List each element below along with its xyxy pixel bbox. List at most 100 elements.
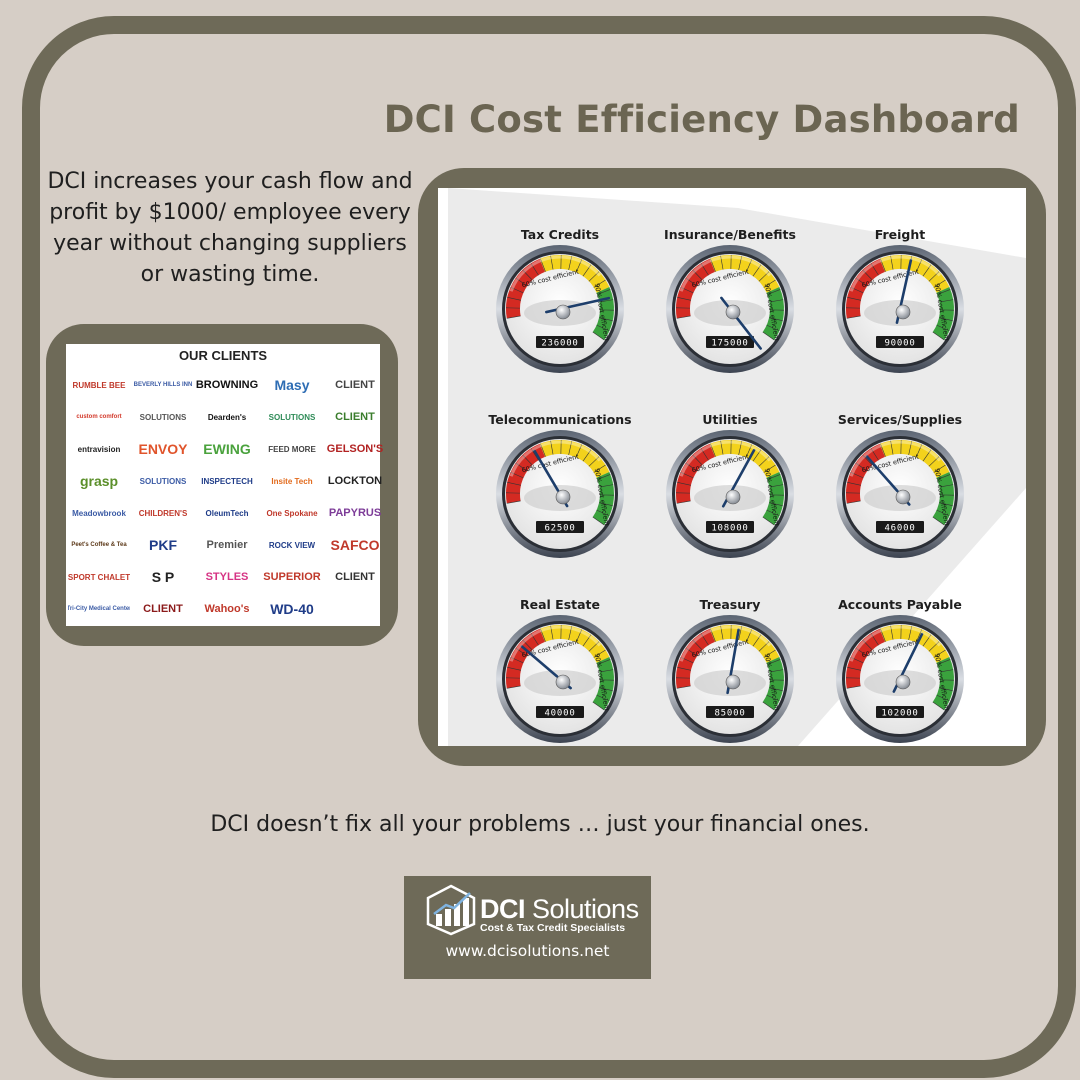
- gauge-tick: [932, 701, 945, 711]
- gauge-tick: [522, 269, 533, 281]
- client-logo: LOCKTON: [327, 474, 383, 487]
- gauge-tick: [767, 659, 781, 665]
- gauge-needle: [730, 448, 756, 492]
- gauge-zone-red: [676, 628, 716, 689]
- gauge-needle: [900, 632, 924, 677]
- gauge-tick: [767, 289, 781, 295]
- gauge-tick: [710, 443, 716, 457]
- gauge-glass: [679, 625, 771, 662]
- gauge-tick: [769, 299, 784, 303]
- gauge-tick: [710, 258, 716, 272]
- gauge-tick: [908, 626, 912, 641]
- gauge-tick: [550, 440, 554, 455]
- gauge-tick: [680, 286, 694, 294]
- gauge-zone-green: [932, 472, 954, 525]
- gauge-zone-yellow: [709, 255, 780, 294]
- gauge-tick: [596, 324, 610, 332]
- client-logo: Dearden's: [207, 412, 247, 422]
- brand-url[interactable]: www.dcisolutions.net: [445, 942, 610, 960]
- gauge-tick: [522, 454, 533, 466]
- client-logo: Tri-City Medical Center: [68, 605, 130, 612]
- gauge-tick: [769, 669, 784, 673]
- gauge-tick: [908, 441, 912, 456]
- gauge-tick: [938, 687, 953, 691]
- client-logo: FEED MORE: [268, 444, 316, 454]
- client-logo: SPORT CHALET: [68, 572, 130, 582]
- client-logo: Meadowbrook: [72, 508, 126, 518]
- gauge-zone-yellow: [879, 440, 950, 479]
- gauge-tick: [676, 315, 691, 319]
- gauge-tick: [597, 659, 611, 665]
- gauge-tick: [933, 464, 946, 473]
- gauge-reading: 236000: [541, 339, 578, 349]
- gauge-tick: [677, 297, 692, 301]
- gauge-tick: [575, 444, 583, 458]
- gauge-tick: [766, 694, 780, 702]
- gauge-label: Accounts Payable: [838, 597, 962, 612]
- gauge-hub: [895, 489, 911, 505]
- dci-logo-icon: [426, 884, 476, 936]
- gauge-needle: [731, 310, 762, 350]
- gauge-tick: [596, 509, 610, 517]
- client-logo: CLIENT: [143, 602, 183, 615]
- gauge-zone-green: [592, 472, 614, 525]
- gauge-tick: [530, 263, 539, 276]
- gauge-tick: [515, 277, 528, 287]
- dashboard-card: Tax Credits 60% cost efficient 90% cost ef…: [418, 168, 1046, 766]
- gauge-zone-red: [846, 258, 886, 319]
- gauge-tick: [568, 441, 572, 456]
- client-logo: Peet's Coffee & Tea: [71, 541, 127, 548]
- gauge-tick: [939, 299, 954, 303]
- gauge-label: Insurance/Benefits: [664, 227, 796, 242]
- gauge-tick: [752, 634, 762, 647]
- client-logo: Wahoo's: [204, 602, 250, 615]
- gauge-tick: [599, 299, 614, 303]
- gauge-tick: [880, 258, 886, 272]
- client-logo: CLIENT: [335, 378, 375, 391]
- clients-panel: OUR CLIENTS RUMBLE BEE BEVERLY HILLS INN B…: [66, 344, 383, 626]
- gauge-tick: [846, 315, 861, 319]
- brand-block[interactable]: DCI Solutions Cost & Tax Credit Speciali…: [404, 876, 651, 979]
- gauge-tick: [890, 625, 894, 640]
- gauge-tick: [680, 471, 694, 479]
- gauge-tick: [582, 264, 592, 277]
- gauge-tick: [720, 625, 724, 640]
- gauge-tick: [530, 633, 539, 646]
- client-logo: EWING: [203, 440, 251, 457]
- gauge-tick: [597, 289, 611, 295]
- gauge-glass: [679, 255, 771, 292]
- gauge-label: Utilities: [702, 412, 757, 427]
- gauge-tick: [933, 279, 946, 288]
- gauge-tick: [855, 647, 868, 657]
- gauge-tick: [685, 462, 698, 472]
- gauge-tick: [870, 263, 879, 276]
- gauge-zone-green: [592, 657, 614, 710]
- gauge-tick: [593, 464, 606, 473]
- gauge-zone-yellow: [539, 440, 610, 479]
- gauge-tick: [922, 634, 932, 647]
- gauge-tick: [598, 687, 613, 691]
- client-logo: entravision: [77, 444, 121, 454]
- gauge-hub: [555, 674, 571, 690]
- gauge-tick: [766, 509, 780, 517]
- gauge-tick: [850, 471, 864, 479]
- client-logo: Insite Tech: [271, 476, 313, 486]
- gauge-tick: [568, 626, 572, 641]
- gauge-zone-green: [932, 657, 954, 710]
- tagline: DCI doesn’t fix all your problems … just…: [210, 812, 870, 837]
- gauge-tick: [677, 482, 692, 486]
- gauge-hub: [555, 304, 571, 320]
- gauge-tick: [575, 629, 583, 643]
- gauge-tick: [588, 641, 600, 652]
- gauge-label: Telecommunications: [488, 412, 631, 427]
- gauge-tick: [915, 629, 923, 643]
- gauge-tick: [932, 516, 945, 526]
- gauge-hub: [555, 489, 571, 505]
- gauge-tick: [680, 656, 694, 664]
- gauge-tick: [915, 259, 923, 273]
- gauge-reading: 90000: [884, 339, 915, 349]
- gauge-glass: [509, 440, 601, 477]
- gauge-tick: [936, 694, 950, 702]
